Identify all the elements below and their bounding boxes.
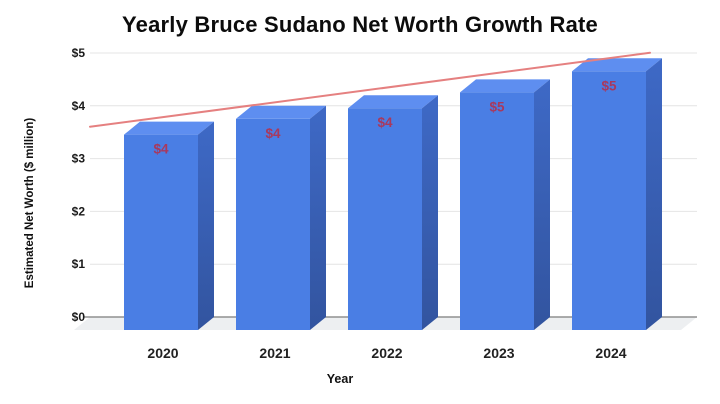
- bar-side-face: [646, 58, 662, 330]
- bar-top-face: [236, 105, 326, 119]
- bar-data-label: $5: [601, 78, 617, 93]
- y-tick-label: $4: [72, 99, 86, 113]
- bar-top-face: [348, 95, 438, 109]
- bar-side-face: [310, 105, 326, 330]
- bar-top-face: [460, 79, 550, 93]
- bar-side-face: [422, 95, 438, 331]
- bar-data-label: $5: [489, 99, 505, 114]
- x-tick-label: 2020: [147, 345, 178, 361]
- bar-data-label: $4: [265, 126, 281, 141]
- y-axis-title: Estimated Net Worth ($ million): [24, 117, 36, 289]
- bar-data-label: $4: [377, 115, 393, 130]
- bar-front-face: [572, 71, 646, 330]
- bar-front-face: [348, 108, 422, 331]
- x-tick-label: 2022: [371, 345, 402, 361]
- x-tick-label: 2024: [595, 345, 626, 361]
- bar-front-face: [236, 118, 310, 330]
- y-tick-label: $2: [72, 204, 86, 218]
- bar-front-face: [124, 134, 198, 330]
- y-tick-label: $1: [72, 257, 86, 271]
- y-tick-label: $3: [72, 152, 86, 166]
- bar-top-face: [572, 58, 662, 72]
- x-tick-label: 2023: [483, 345, 514, 361]
- x-axis-title: Year: [326, 372, 354, 386]
- bar-top-face: [124, 121, 214, 135]
- chart-title: Yearly Bruce Sudano Net Worth Growth Rat…: [122, 12, 598, 37]
- x-tick-label: 2021: [259, 345, 290, 361]
- bar-side-face: [198, 121, 214, 330]
- y-tick-label: $0: [72, 310, 86, 324]
- bar-front-face: [460, 92, 534, 331]
- trend-line: [89, 51, 651, 128]
- bar-data-label: $4: [153, 142, 169, 157]
- bar-side-face: [534, 79, 550, 331]
- y-tick-label: $5: [72, 46, 86, 60]
